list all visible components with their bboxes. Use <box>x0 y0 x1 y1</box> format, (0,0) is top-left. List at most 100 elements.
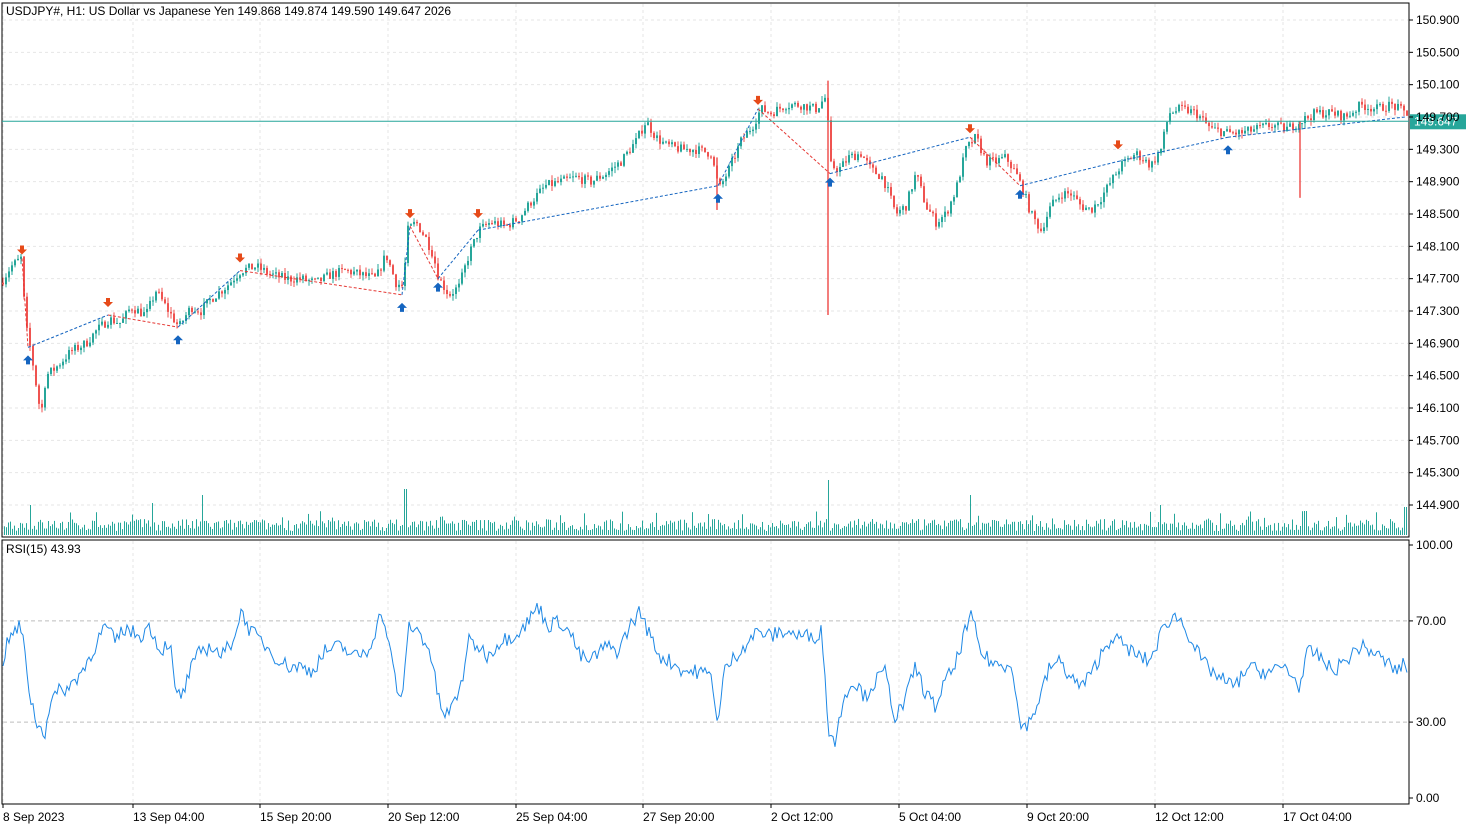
candle-body <box>1268 122 1270 128</box>
volume-bar <box>1272 530 1273 535</box>
candle-body <box>671 142 673 145</box>
volume-bar <box>138 520 139 535</box>
volume-bar <box>838 524 839 535</box>
volume-bar <box>1052 518 1053 535</box>
candle-body <box>47 373 49 389</box>
candle-body <box>311 278 313 280</box>
volume-bar <box>866 526 867 535</box>
candle-body <box>434 256 436 264</box>
volume-bar <box>1000 526 1001 535</box>
volume-bar <box>1034 530 1035 535</box>
candle-body <box>356 269 358 272</box>
volume-bar <box>1282 526 1283 535</box>
candle-body <box>161 291 163 300</box>
candle-body <box>14 260 16 266</box>
candle-body <box>1001 157 1003 159</box>
rsi-tick-label: 30.00 <box>1416 715 1446 729</box>
volume-bar <box>506 522 507 535</box>
volume-bar <box>760 527 761 535</box>
volume-bar <box>216 522 217 535</box>
volume-bar <box>1038 526 1039 535</box>
candle-body <box>614 166 616 168</box>
candle-body <box>335 271 337 277</box>
volume-bar <box>1406 507 1407 535</box>
candle-body <box>260 263 262 270</box>
volume-bar <box>526 520 527 535</box>
candle-body <box>1199 116 1201 119</box>
candle-body <box>419 223 421 233</box>
volume-bar <box>844 526 845 535</box>
volume-bar <box>1366 519 1367 535</box>
volume-bar <box>1062 529 1063 535</box>
volume-bar <box>564 521 565 535</box>
volume-bar <box>1040 521 1041 535</box>
candle-body <box>710 156 712 158</box>
volume-bar <box>502 525 503 535</box>
volume-bar <box>318 526 319 535</box>
volume-bar <box>698 523 699 535</box>
candle-body <box>1151 161 1153 168</box>
candle-body <box>1385 110 1387 112</box>
volume-bar <box>774 526 775 535</box>
volume-bar <box>1194 528 1195 535</box>
volume-bar <box>1156 527 1157 535</box>
candle-body <box>344 268 346 270</box>
candle-body <box>461 272 463 284</box>
volume-bar <box>966 528 967 535</box>
volume-bar <box>1404 507 1405 535</box>
volume-bar <box>662 524 663 535</box>
sell-arrow-icon <box>235 253 245 263</box>
volume-bar <box>1182 525 1183 535</box>
volume-bar <box>1070 525 1071 535</box>
volume-bar <box>782 523 783 535</box>
time-tick-label: 20 Sep 12:00 <box>388 810 460 824</box>
candle-body <box>1166 122 1168 132</box>
volume-bar <box>540 526 541 535</box>
volume-bar <box>612 521 613 535</box>
candle-body <box>677 146 679 152</box>
candle-body <box>104 321 106 328</box>
candle-body <box>1004 154 1006 158</box>
candle-body <box>401 284 403 287</box>
volume-bar <box>660 526 661 535</box>
volume-bar <box>1244 525 1245 535</box>
volume-bar <box>490 522 491 535</box>
volume-bar <box>392 522 393 535</box>
volume-bar <box>1280 530 1281 535</box>
volume-bar <box>264 520 265 535</box>
volume-bar <box>734 522 735 535</box>
volume-bar <box>300 523 301 535</box>
candle-body <box>1244 130 1246 134</box>
volume-bar <box>1076 526 1077 535</box>
candle-body <box>692 149 694 153</box>
volume-bar <box>982 522 983 535</box>
volume-bar <box>144 519 145 535</box>
candle-body <box>764 105 766 112</box>
buy-arrow-icon <box>433 282 443 292</box>
rsi-tick-label: 0.00 <box>1416 791 1440 805</box>
volume-bar <box>50 526 51 535</box>
volume-bar <box>1288 524 1289 535</box>
candle-body <box>35 365 37 386</box>
price-tick-label: 145.700 <box>1416 433 1460 447</box>
candle-body <box>953 197 955 202</box>
volume-bar <box>184 528 185 535</box>
candle-body <box>1007 154 1009 162</box>
volume-bar <box>814 527 815 535</box>
time-tick-label: 13 Sep 04:00 <box>133 810 205 824</box>
volume-bar <box>274 524 275 535</box>
candle-body <box>257 263 259 268</box>
candle-body <box>1250 126 1252 132</box>
candle-body <box>245 267 247 274</box>
candle-body <box>491 223 493 225</box>
volume-bar <box>376 526 377 535</box>
volume-bar <box>700 522 701 535</box>
volume-bar <box>1030 520 1031 535</box>
volume-bar <box>244 528 245 535</box>
candle-body <box>992 157 994 159</box>
volume-bar <box>1256 521 1257 535</box>
volume-bar <box>236 527 237 535</box>
candle-body <box>1064 191 1066 199</box>
volume-bar <box>1036 524 1037 535</box>
